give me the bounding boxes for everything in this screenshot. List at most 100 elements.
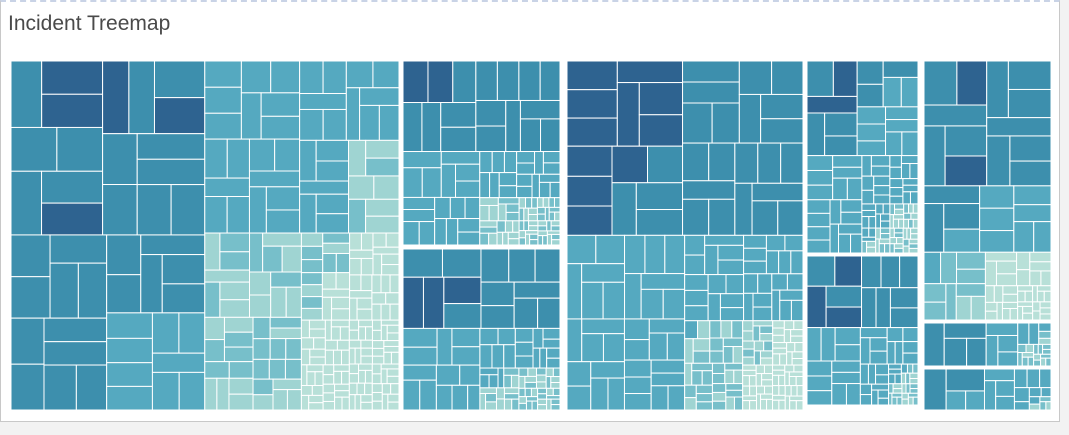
treemap-cell[interactable] [856,60,884,85]
treemap-cell[interactable] [386,368,400,377]
treemap-cell[interactable] [859,394,873,406]
treemap-cell[interactable] [249,271,272,296]
treemap-cell[interactable] [760,393,774,400]
treemap-cell[interactable] [331,308,351,321]
treemap-cell[interactable] [262,232,302,247]
treemap-cell[interactable] [889,178,904,189]
treemap-cell[interactable] [894,373,902,385]
treemap-cell[interactable] [1017,352,1023,367]
treemap-cell[interactable] [742,356,755,366]
treemap-cell[interactable] [743,292,754,322]
treemap-cell[interactable] [372,246,400,255]
treemap-cell[interactable] [322,252,337,274]
treemap-cell[interactable] [306,371,316,386]
treemap-cell[interactable] [1013,185,1052,206]
treemap-cell[interactable] [623,376,652,395]
treemap-cell[interactable] [824,112,858,137]
treemap-cell[interactable] [364,369,373,384]
treemap-cell[interactable] [445,218,459,246]
treemap-cell[interactable] [717,244,745,261]
treemap-cell[interactable] [322,392,336,402]
treemap-cell[interactable] [360,232,374,251]
treemap-cell[interactable] [763,340,774,352]
treemap-cell[interactable] [602,281,626,320]
treemap-cell[interactable] [908,238,919,245]
treemap-cell[interactable] [761,379,774,387]
treemap-cell[interactable] [178,312,206,354]
treemap-cell[interactable] [875,203,884,215]
treemap-cell[interactable] [738,93,762,144]
treemap-cell[interactable] [923,125,946,187]
treemap-cell[interactable] [402,167,423,198]
treemap-cell[interactable] [451,384,469,411]
treemap-cell[interactable] [223,316,254,333]
treemap-cell[interactable] [943,337,968,367]
treemap-cell[interactable] [402,364,437,381]
treemap-cell[interactable] [358,319,373,328]
treemap-cell[interactable] [281,245,302,273]
treemap-cell[interactable] [530,387,539,398]
treemap-cell[interactable] [435,364,461,386]
treemap-cell[interactable] [647,145,684,184]
treemap-cell[interactable] [910,233,919,240]
treemap-cell[interactable] [909,163,919,180]
treemap-cell[interactable] [537,393,548,400]
treemap-cell[interactable] [451,346,481,366]
treemap-cell[interactable] [516,173,533,187]
treemap-cell[interactable] [602,333,625,363]
treemap-cell[interactable] [479,151,493,174]
treemap-cell[interactable] [491,344,505,369]
treemap-cell[interactable] [682,102,713,144]
treemap-cell[interactable] [873,185,891,196]
treemap-cell[interactable] [889,214,894,229]
treemap-cell[interactable] [885,119,919,133]
treemap-cell[interactable] [986,117,1052,137]
treemap-cell[interactable] [333,364,350,372]
treemap-cell[interactable] [314,371,324,386]
treemap-cell[interactable] [956,268,986,285]
treemap-cell[interactable] [542,338,561,349]
treemap-cell[interactable] [524,233,531,246]
treemap-cell[interactable] [491,151,505,174]
treemap-cell[interactable] [204,86,242,114]
treemap-cell[interactable] [455,163,481,182]
treemap-cell[interactable] [356,308,373,321]
treemap-cell[interactable] [523,207,529,222]
treemap-cell[interactable] [667,385,686,411]
treemap-cell[interactable] [763,364,774,375]
treemap-cell[interactable] [41,202,104,236]
treemap-cell[interactable] [650,359,686,374]
treemap-cell[interactable] [955,295,972,321]
treemap-cell[interactable] [888,368,902,375]
treemap-cell[interactable] [756,393,762,411]
treemap-cell[interactable] [695,384,713,395]
treemap-cell[interactable] [590,377,609,411]
treemap-cell[interactable] [106,337,153,364]
treemap-cell[interactable] [360,347,373,357]
treemap-cell[interactable] [300,394,310,411]
treemap-cell[interactable] [903,212,912,220]
treemap-cell[interactable] [383,351,392,365]
treemap-cell[interactable] [436,327,453,366]
treemap-cell[interactable] [772,327,785,336]
treemap-cell[interactable] [299,139,317,182]
treemap-cell[interactable] [349,249,374,259]
treemap-cell[interactable] [738,60,773,95]
treemap-cell[interactable] [684,289,709,307]
treemap-cell[interactable] [443,303,482,329]
treemap-cell[interactable] [742,369,757,377]
treemap-cell[interactable] [457,218,481,233]
treemap-cell[interactable] [1009,307,1019,321]
treemap-cell[interactable] [371,274,382,294]
treemap-cell[interactable] [349,290,373,299]
treemap-cell[interactable] [525,197,533,209]
treemap-cell[interactable] [720,320,733,339]
treemap-cell[interactable] [542,235,548,246]
treemap-cell[interactable] [806,212,831,228]
treemap-cell[interactable] [505,211,520,222]
treemap-cell[interactable] [906,227,912,240]
treemap-cell[interactable] [440,126,477,153]
treemap-cell[interactable] [566,263,583,320]
treemap-cell[interactable] [527,207,538,216]
treemap-cell[interactable] [901,398,909,406]
